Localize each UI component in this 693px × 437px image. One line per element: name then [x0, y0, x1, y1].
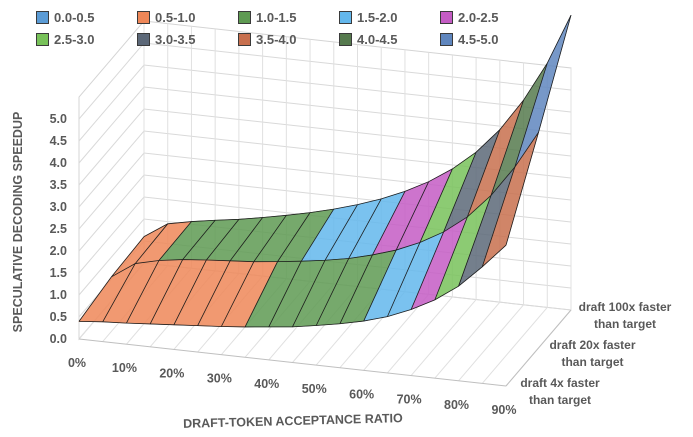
x-tick-label: 30% [207, 372, 232, 386]
legend-item: 1.5-2.0 [339, 10, 440, 25]
depth-label-line: than target [529, 393, 591, 407]
depth-label-line: than target [594, 317, 656, 331]
x-tick-label: 60% [349, 387, 374, 401]
legend-label: 1.0-1.5 [256, 9, 297, 25]
x-tick-label: 40% [254, 377, 279, 391]
depth-label-line: than target [561, 355, 623, 369]
depth-label-line: draft 20x faster [549, 338, 635, 352]
legend-swatch [137, 32, 150, 46]
x-tick-label: 90% [491, 403, 516, 417]
legend-item: 3.5-4.0 [238, 32, 339, 47]
x-axis-line [78, 338, 507, 387]
y-tick-label: 4.0 [50, 156, 67, 170]
x-axis-ticks: 0% 10% 20% 30% 40% 50% 60% 70% 80% 90% [68, 356, 517, 417]
x-axis-title: DRAFT-TOKEN ACCEPTANCE RATIO [183, 411, 403, 431]
surface-plot [78, 15, 572, 328]
depth-axis-labels: draft 4x faster than target draft 20x fast… [520, 300, 671, 407]
depth-label-line: draft 100x faster [579, 300, 672, 314]
y-tick-label: 4.5 [50, 134, 67, 148]
legend-row-1: 0.0-0.5 0.5-1.0 1.0-1.5 1.5-2.0 2.0-2.5 [36, 6, 636, 28]
gridline [410, 57, 477, 376]
legend-label: 4.0-4.5 [357, 31, 398, 47]
legend-item: 1.0-1.5 [238, 10, 339, 25]
x-tick-label: 20% [159, 366, 184, 380]
legend-item: 0.5-1.0 [137, 10, 238, 25]
legend-item: 0.0-0.5 [36, 10, 137, 25]
legend-label: 3.0-3.5 [155, 31, 196, 47]
legend-swatch [137, 10, 150, 24]
y-tick-label: 1.0 [50, 288, 67, 302]
legend-swatch [339, 32, 352, 46]
legend-label: 3.5-4.0 [256, 31, 297, 47]
depth-axis-line [505, 309, 572, 387]
depth-label-line: draft 4x faster [520, 376, 600, 390]
legend-label: 0.0-0.5 [54, 9, 95, 25]
y-axis-ticks: 0.0 0.5 1.0 1.5 2.0 2.5 3.0 3.5 4.0 4.5 5.0 [50, 112, 67, 346]
legend-row-2: 2.5-3.0 3.0-3.5 3.5-4.0 4.0-4.5 4.5-5.0 [36, 28, 636, 50]
x-tick-label: 80% [444, 398, 469, 412]
x-tick-label: 70% [397, 393, 422, 407]
x-tick-label: 50% [302, 382, 327, 396]
legend-label: 2.0-2.5 [458, 9, 499, 25]
y-tick-label: 2.0 [50, 244, 67, 258]
y-tick-label: 5.0 [50, 112, 67, 126]
series-line [143, 15, 572, 237]
y-tick-label: 2.5 [50, 222, 67, 236]
y-tick-label: 0.5 [50, 310, 67, 324]
legend: 0.0-0.5 0.5-1.0 1.0-1.5 1.5-2.0 2.0-2.5 … [36, 6, 636, 50]
gridline [387, 54, 453, 374]
legend-swatch [440, 10, 453, 24]
x-tick-label: 10% [112, 361, 137, 375]
legend-swatch [36, 10, 49, 24]
legend-swatch [238, 32, 251, 46]
legend-item: 4.5-5.0 [440, 32, 541, 47]
y-axis-title: SPECULATIVE DECODING SPEEDUP [11, 112, 25, 333]
legend-item: 2.5-3.0 [36, 32, 137, 47]
legend-label: 1.5-2.0 [357, 9, 398, 25]
legend-label: 4.5-5.0 [458, 31, 499, 47]
series-line [78, 244, 507, 328]
series-line [111, 132, 539, 278]
y-tick-label: 3.5 [50, 178, 67, 192]
legend-item: 2.0-2.5 [440, 10, 541, 25]
legend-swatch [36, 32, 49, 46]
gridline [481, 65, 548, 384]
surface-wireframe [78, 15, 572, 328]
y-tick-label: 1.5 [50, 266, 67, 280]
gridline [78, 64, 572, 142]
gridline [78, 42, 572, 120]
legend-item: 4.0-4.5 [339, 32, 440, 47]
legend-swatch [238, 10, 251, 24]
legend-label: 2.5-3.0 [54, 31, 95, 47]
legend-swatch [339, 10, 352, 24]
y-tick-label: 3.0 [50, 200, 67, 214]
y-tick-label: 0.0 [50, 332, 67, 346]
legend-item: 3.0-3.5 [137, 32, 238, 47]
legend-swatch [440, 32, 453, 46]
legend-label: 0.5-1.0 [155, 9, 196, 25]
x-tick-label: 0% [68, 356, 86, 370]
